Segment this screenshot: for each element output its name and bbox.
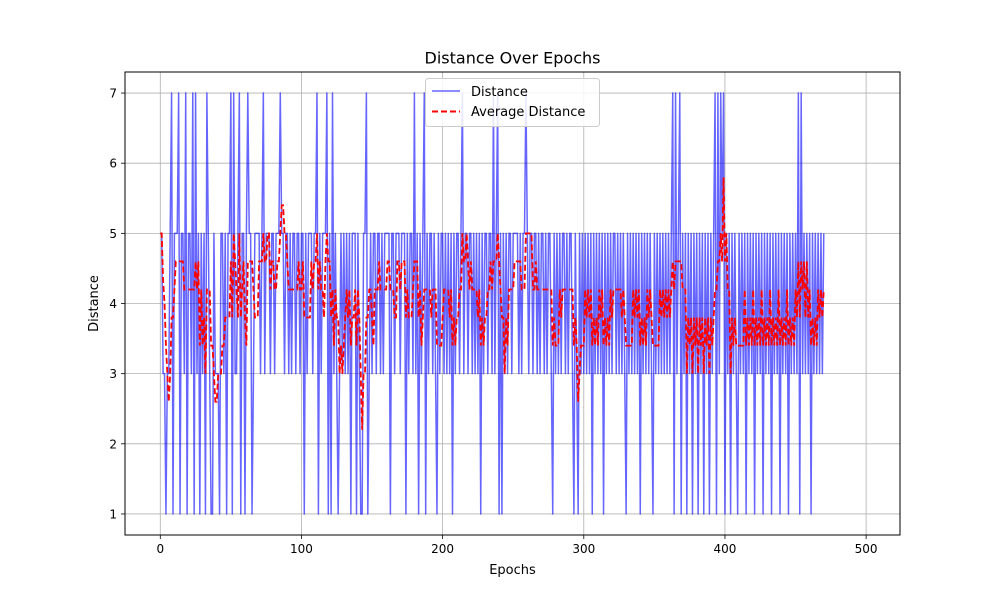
x-tick-label: 500 xyxy=(855,542,878,556)
series-layer xyxy=(160,92,825,515)
y-tick-label: 5 xyxy=(109,227,117,241)
x-axis-label: Epochs xyxy=(489,563,536,578)
chart-title: Distance Over Epochs xyxy=(425,49,601,68)
series-line-average-distance xyxy=(160,177,825,430)
axis-ticks: 0 100 200 300 400 500 1 2 3 4 5 6 7 xyxy=(109,87,877,556)
legend-box xyxy=(425,78,600,127)
x-tick-label: 300 xyxy=(572,542,595,556)
y-axis-label: Distance xyxy=(87,275,102,332)
y-tick-label: 7 xyxy=(109,87,117,101)
x-tick-label: 400 xyxy=(714,542,737,556)
y-tick-label: 4 xyxy=(109,297,117,311)
legend-label-distance: Distance xyxy=(471,85,528,100)
x-tick-label: 0 xyxy=(156,542,164,556)
legend: Distance Average Distance xyxy=(425,78,600,127)
series-line-distance xyxy=(160,92,825,515)
legend-label-average-distance: Average Distance xyxy=(471,105,585,120)
x-tick-label: 200 xyxy=(431,542,454,556)
y-tick-label: 1 xyxy=(109,507,117,521)
x-tick-label: 100 xyxy=(290,542,313,556)
y-tick-label: 6 xyxy=(109,157,117,171)
y-tick-label: 3 xyxy=(109,367,117,381)
y-tick-label: 2 xyxy=(109,437,117,451)
